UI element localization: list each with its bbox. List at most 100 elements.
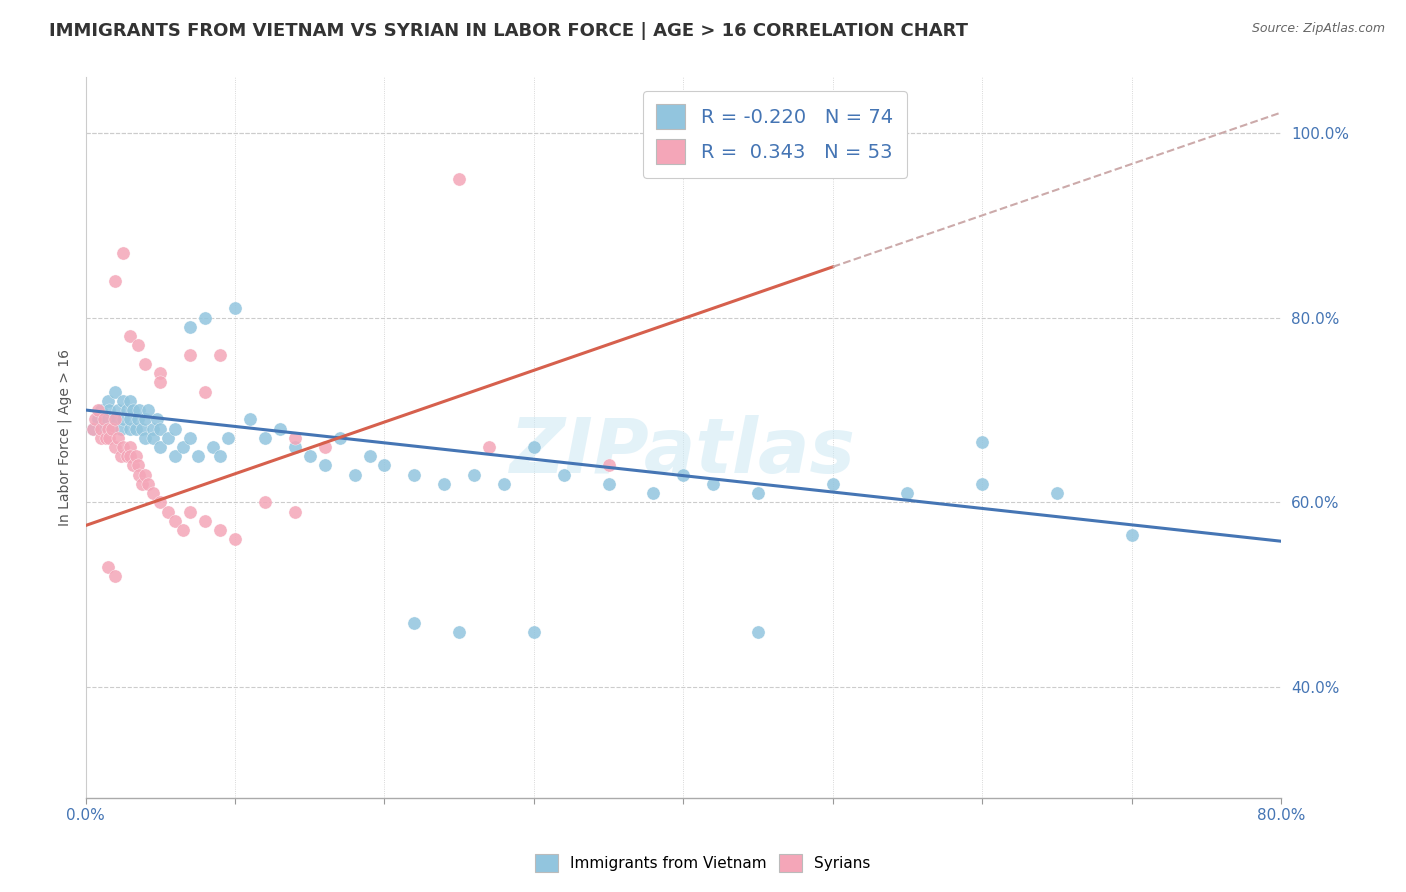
Point bbox=[643, 486, 665, 500]
Point bbox=[314, 440, 336, 454]
Point bbox=[134, 357, 156, 371]
Point bbox=[125, 449, 148, 463]
Point bbox=[149, 421, 172, 435]
Point bbox=[217, 431, 239, 445]
Point bbox=[404, 467, 426, 482]
Point bbox=[86, 403, 108, 417]
Point bbox=[117, 449, 139, 463]
Point bbox=[138, 403, 160, 417]
Point bbox=[1046, 486, 1069, 500]
Point bbox=[101, 421, 124, 435]
Point bbox=[1121, 528, 1143, 542]
Point bbox=[120, 329, 142, 343]
Point bbox=[298, 449, 321, 463]
Point bbox=[107, 403, 129, 417]
Point bbox=[125, 421, 148, 435]
Point bbox=[209, 348, 232, 362]
Point bbox=[747, 486, 769, 500]
Point bbox=[104, 440, 127, 454]
Point bbox=[702, 477, 724, 491]
Point bbox=[433, 477, 456, 491]
Text: ZIPatlas: ZIPatlas bbox=[510, 415, 856, 489]
Point bbox=[253, 495, 276, 509]
Point bbox=[449, 624, 471, 639]
Point bbox=[149, 366, 172, 380]
Point bbox=[97, 393, 120, 408]
Legend: Immigrants from Vietnam, Syrians: Immigrants from Vietnam, Syrians bbox=[527, 846, 879, 880]
Point bbox=[672, 467, 695, 482]
Point bbox=[598, 477, 620, 491]
Point bbox=[896, 486, 918, 500]
Text: Source: ZipAtlas.com: Source: ZipAtlas.com bbox=[1251, 22, 1385, 36]
Point bbox=[101, 421, 124, 435]
Legend: R = -0.220   N = 74, R =  0.343   N = 53: R = -0.220 N = 74, R = 0.343 N = 53 bbox=[643, 91, 907, 178]
Point bbox=[359, 449, 381, 463]
Point bbox=[89, 431, 111, 445]
Point bbox=[187, 449, 209, 463]
Point bbox=[104, 412, 127, 426]
Point bbox=[120, 449, 142, 463]
Point bbox=[82, 421, 104, 435]
Point bbox=[104, 274, 127, 288]
Point bbox=[127, 338, 149, 352]
Point bbox=[131, 421, 153, 435]
Point bbox=[93, 412, 115, 426]
Point bbox=[83, 412, 105, 426]
Point bbox=[111, 393, 134, 408]
Point bbox=[142, 421, 165, 435]
Point bbox=[553, 467, 575, 482]
Point bbox=[329, 431, 352, 445]
Point bbox=[224, 533, 246, 547]
Point bbox=[209, 523, 232, 537]
Point bbox=[104, 412, 127, 426]
Point bbox=[97, 412, 120, 426]
Point bbox=[107, 431, 129, 445]
Point bbox=[449, 172, 471, 186]
Text: IMMIGRANTS FROM VIETNAM VS SYRIAN IN LABOR FORCE | AGE > 16 CORRELATION CHART: IMMIGRANTS FROM VIETNAM VS SYRIAN IN LAB… bbox=[49, 22, 969, 40]
Point bbox=[96, 431, 118, 445]
Point bbox=[523, 624, 546, 639]
Point bbox=[89, 421, 111, 435]
Point bbox=[172, 440, 194, 454]
Point bbox=[284, 440, 307, 454]
Point bbox=[146, 412, 169, 426]
Point bbox=[110, 421, 132, 435]
Point bbox=[156, 505, 179, 519]
Point bbox=[127, 458, 149, 473]
Point bbox=[120, 421, 142, 435]
Point bbox=[972, 477, 994, 491]
Point bbox=[138, 477, 160, 491]
Point bbox=[149, 376, 172, 390]
Point bbox=[239, 412, 262, 426]
Point bbox=[111, 440, 134, 454]
Point bbox=[165, 514, 187, 528]
Point bbox=[821, 477, 844, 491]
Point bbox=[117, 403, 139, 417]
Point bbox=[97, 560, 120, 574]
Point bbox=[165, 449, 187, 463]
Point bbox=[82, 421, 104, 435]
Point bbox=[98, 431, 121, 445]
Point bbox=[179, 431, 201, 445]
Point bbox=[194, 514, 217, 528]
Point bbox=[93, 421, 115, 435]
Point bbox=[523, 440, 546, 454]
Point bbox=[194, 310, 217, 325]
Point bbox=[179, 319, 201, 334]
Point bbox=[89, 403, 111, 417]
Point bbox=[478, 440, 501, 454]
Point bbox=[86, 412, 108, 426]
Point bbox=[284, 431, 307, 445]
Point bbox=[122, 458, 145, 473]
Point bbox=[142, 486, 165, 500]
Point bbox=[142, 431, 165, 445]
Point bbox=[156, 431, 179, 445]
Point bbox=[179, 505, 201, 519]
Point bbox=[104, 569, 127, 583]
Point bbox=[120, 412, 142, 426]
Point bbox=[97, 421, 120, 435]
Point bbox=[492, 477, 515, 491]
Y-axis label: In Labor Force | Age > 16: In Labor Force | Age > 16 bbox=[58, 350, 72, 526]
Point bbox=[120, 440, 142, 454]
Point bbox=[747, 624, 769, 639]
